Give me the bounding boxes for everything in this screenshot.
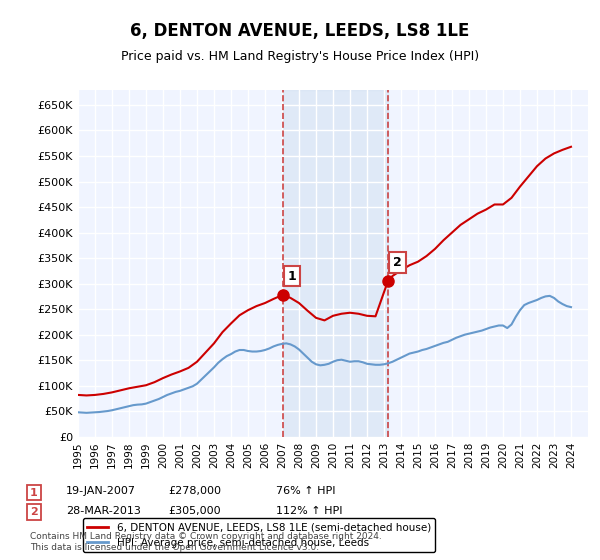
Text: £278,000: £278,000 <box>168 487 221 497</box>
Text: Contains HM Land Registry data © Crown copyright and database right 2024.
This d: Contains HM Land Registry data © Crown c… <box>30 532 382 552</box>
Text: 2: 2 <box>393 256 402 269</box>
Text: 28-MAR-2013: 28-MAR-2013 <box>66 506 141 516</box>
Text: 6, DENTON AVENUE, LEEDS, LS8 1LE: 6, DENTON AVENUE, LEEDS, LS8 1LE <box>130 22 470 40</box>
Text: 1: 1 <box>288 269 296 283</box>
Text: 76% ↑ HPI: 76% ↑ HPI <box>276 487 335 497</box>
Text: £305,000: £305,000 <box>168 506 221 516</box>
Text: 19-JAN-2007: 19-JAN-2007 <box>66 487 136 497</box>
Text: Price paid vs. HM Land Registry's House Price Index (HPI): Price paid vs. HM Land Registry's House … <box>121 50 479 63</box>
Text: 2: 2 <box>30 507 38 517</box>
Legend: 6, DENTON AVENUE, LEEDS, LS8 1LE (semi-detached house), HPI: Average price, semi: 6, DENTON AVENUE, LEEDS, LS8 1LE (semi-d… <box>83 519 435 552</box>
Text: 1: 1 <box>30 488 38 498</box>
Text: 112% ↑ HPI: 112% ↑ HPI <box>276 506 343 516</box>
Bar <box>283 90 388 437</box>
